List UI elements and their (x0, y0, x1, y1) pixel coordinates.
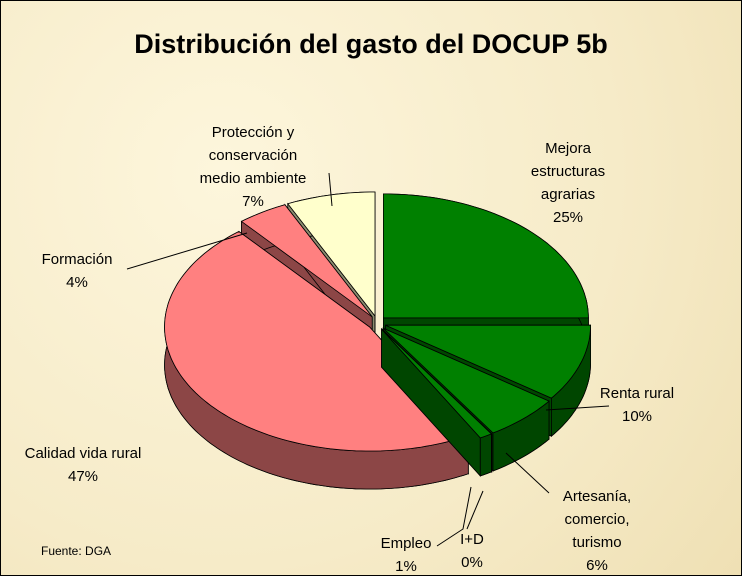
value-label: 47% (67, 468, 99, 485)
slice-label: Formación (41, 251, 113, 268)
slice-top (164, 231, 470, 452)
leader-line (466, 490, 484, 530)
value-label: 7% (242, 193, 264, 210)
value-label: 1% (395, 558, 417, 575)
value-label: 0% (461, 554, 483, 571)
leader-line (126, 232, 248, 270)
slice-label: I+D (460, 531, 484, 548)
slice-label: Calidad vida rural (24, 445, 142, 462)
slice (164, 230, 470, 490)
source-note: Fuente: DGA (41, 544, 112, 558)
slice-label: Renta rural (599, 385, 675, 402)
value-label: 6% (586, 557, 608, 574)
value-label: 4% (66, 274, 88, 291)
slice-top (382, 193, 589, 319)
slice-label: Protección y conservación medio ambiente (199, 124, 307, 187)
value-label: 10% (621, 408, 653, 425)
slice (381, 328, 493, 477)
slice-label: Mejora estructuras agrarias (530, 140, 606, 203)
slice-label: Artesanía, comercio, turismo (562, 488, 632, 551)
slice-top (240, 204, 373, 318)
leader-line (328, 172, 333, 207)
slice-top (382, 327, 550, 434)
slice-top (385, 324, 592, 399)
leader-line (436, 486, 472, 547)
chart-title: Distribución del gasto del DOCUP 5b (134, 29, 608, 59)
slice-top (381, 328, 493, 439)
slice-top (287, 191, 376, 318)
leader-line (545, 405, 610, 411)
slice-side (479, 433, 492, 477)
value-label: 25% (552, 209, 584, 226)
slice-label: Empleo (380, 535, 432, 552)
leader-line (505, 452, 550, 494)
